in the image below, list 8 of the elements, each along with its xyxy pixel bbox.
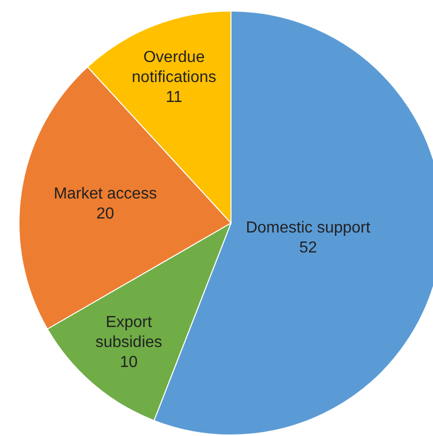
slice-label: Export subsidies [95,314,162,351]
slice-label: Overdue notifications [132,48,216,86]
data-label: 20 [96,205,114,222]
data-label: 52 [299,238,318,256]
slice-label: Market access [54,185,157,202]
data-label: 10 [120,354,138,371]
slice-label: Domestic support [246,218,371,236]
data-label: 11 [166,88,182,106]
